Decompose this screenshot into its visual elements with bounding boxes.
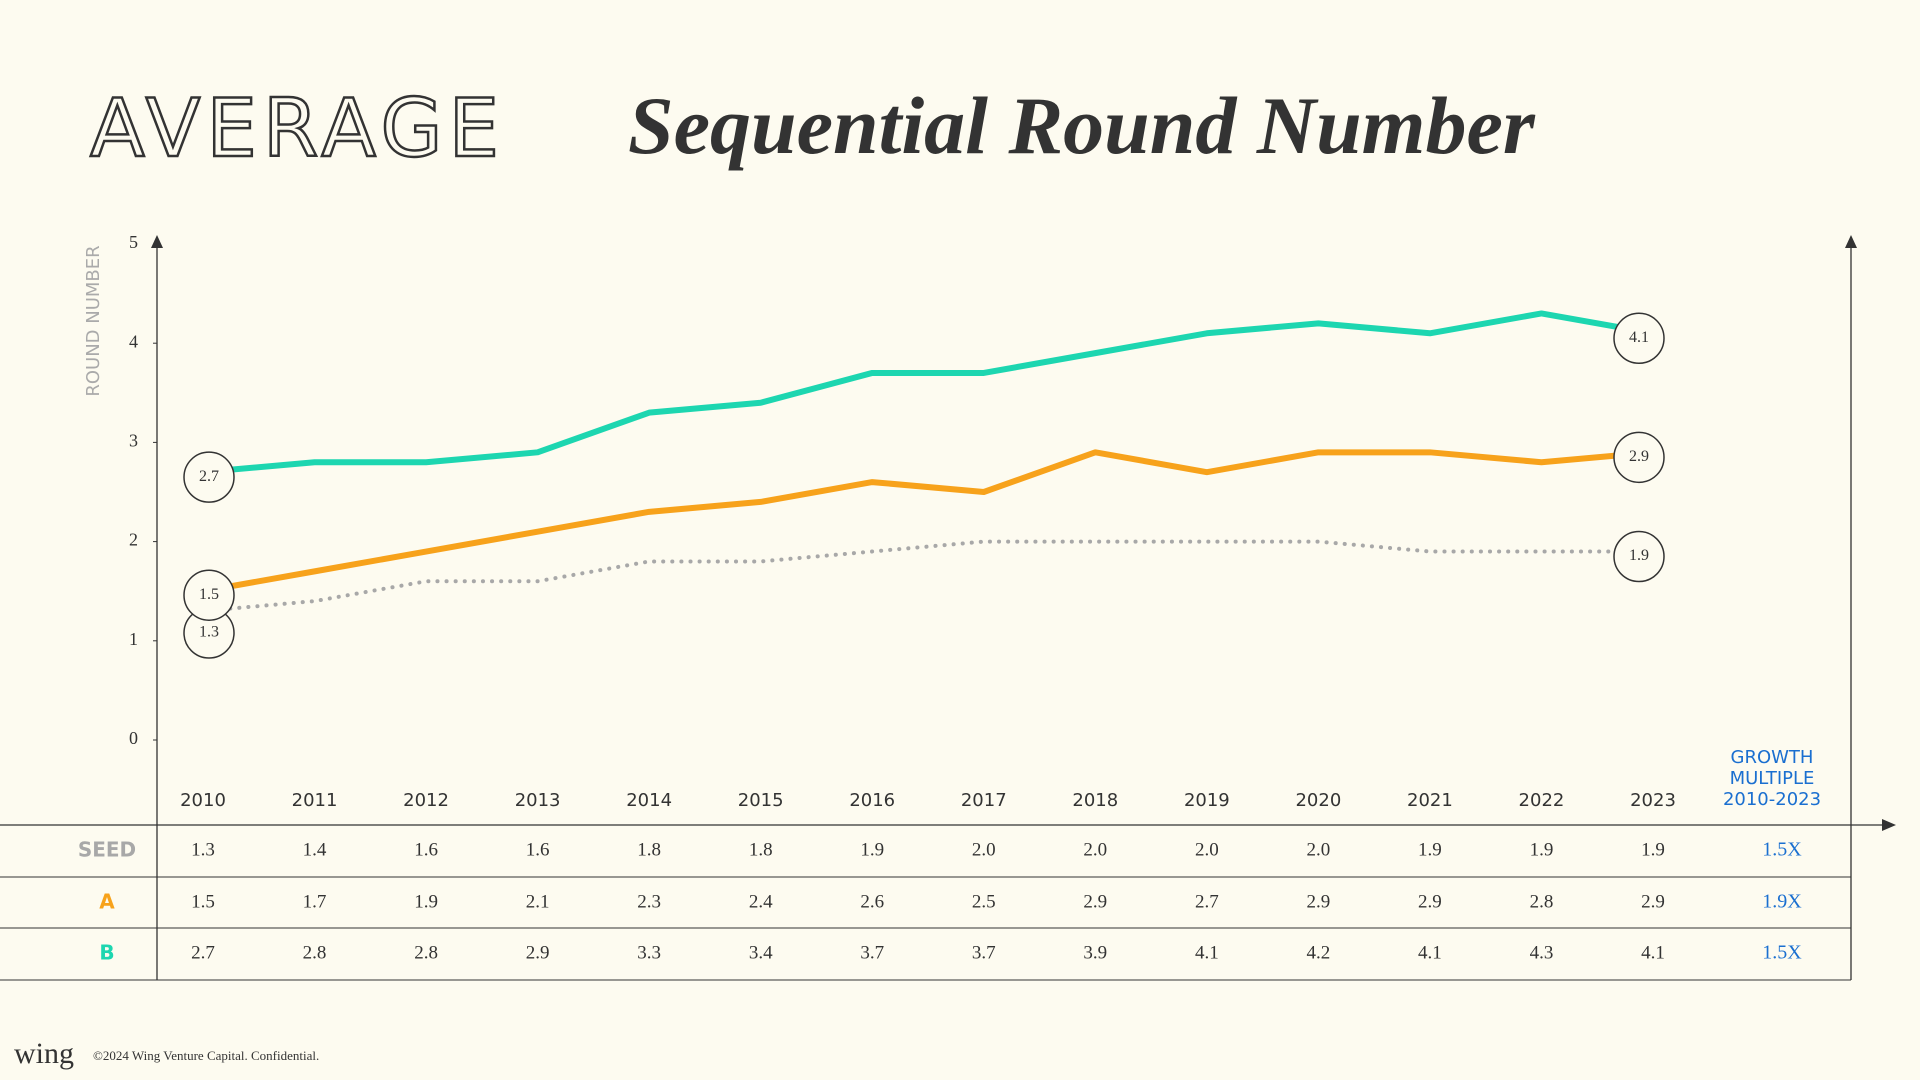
- x-tick-label: 2020: [1295, 790, 1341, 811]
- table-cell: 4.1: [1641, 942, 1665, 963]
- table-cell: 4.1: [1195, 942, 1219, 963]
- table-cell: 2.1: [526, 891, 550, 912]
- end-label-circle: [1613, 530, 1665, 583]
- y-tick-label: 1: [129, 629, 138, 649]
- x-tick-label: 2016: [849, 790, 895, 811]
- y-axis-arrow: [151, 235, 163, 248]
- end-label: 1.9: [1629, 547, 1649, 564]
- y-tick-label: 3: [129, 431, 138, 451]
- table-cell: 2.9: [1083, 891, 1107, 912]
- growth-cell: 1.5X: [1762, 839, 1802, 861]
- table-cell: 1.8: [637, 839, 661, 860]
- table-cell: 1.9: [1418, 839, 1442, 860]
- x-tick-label: 2010: [180, 790, 226, 811]
- table-cell: 1.8: [749, 839, 773, 860]
- x-tick-label: 2023: [1630, 790, 1676, 811]
- y-tick-label: 4: [129, 331, 138, 351]
- end-label: 1.3: [199, 624, 219, 641]
- table-cell: 2.9: [1307, 891, 1331, 912]
- x-tick-label: 2014: [626, 790, 672, 811]
- table-cell: 1.3: [191, 839, 215, 860]
- table-cell: 3.7: [860, 942, 884, 963]
- growth-cell: 1.5X: [1762, 942, 1802, 964]
- table-cell: 2.7: [1195, 891, 1219, 912]
- x-tick-label: 2015: [738, 790, 784, 811]
- table-cell: 3.3: [637, 942, 661, 963]
- table-cell: 2.0: [1195, 839, 1219, 860]
- table-cell: 4.1: [1418, 942, 1442, 963]
- end-label-circle: [183, 569, 235, 621]
- table-cell: 1.9: [1641, 839, 1665, 860]
- table-cell: 1.6: [526, 839, 550, 860]
- table-cell: 2.4: [749, 891, 773, 912]
- title-word: AVERAGE: [90, 82, 505, 175]
- table-cell: 3.4: [749, 942, 773, 963]
- table-cell: 1.9: [860, 839, 884, 860]
- row-label: A: [99, 890, 115, 914]
- table-cell: 2.6: [860, 891, 884, 912]
- end-label-circle: [1613, 312, 1665, 365]
- growth-header: MULTIPLE: [1730, 768, 1815, 789]
- right-axis-arrow: [1845, 235, 1857, 248]
- row-label: SEED: [78, 838, 136, 862]
- table-cell: 1.9: [414, 891, 438, 912]
- series-line: [200, 449, 1656, 595]
- x-tick-label: 2013: [515, 790, 561, 811]
- table-cell: 2.9: [1641, 891, 1665, 912]
- table-cell: 1.6: [414, 839, 438, 860]
- table-cell: 3.9: [1083, 942, 1107, 963]
- table-cell: 2.8: [414, 942, 438, 963]
- end-label: 4.1: [1629, 329, 1649, 346]
- table-cell: 2.0: [1307, 839, 1331, 860]
- y-tick-label: 2: [129, 530, 138, 550]
- y-tick-label: 5: [129, 232, 138, 252]
- table-cell: 4.3: [1530, 942, 1554, 963]
- footer-text: ©2024 Wing Venture Capital. Confidential…: [93, 1048, 319, 1063]
- table-cell: 2.8: [303, 942, 327, 963]
- end-label: 1.5: [199, 586, 219, 603]
- table-cell: 2.8: [1530, 891, 1554, 912]
- logo: wing: [14, 1037, 74, 1070]
- table-cell: 1.4: [303, 839, 327, 860]
- end-label: 2.7: [199, 468, 219, 485]
- series-line: [200, 310, 1656, 476]
- x-tick-label: 2011: [292, 790, 338, 811]
- x-tick-label: 2018: [1072, 790, 1118, 811]
- y-axis-label: ROUND NUMBER: [83, 245, 104, 396]
- table-cell: 2.7: [191, 942, 215, 963]
- table-cell: 2.9: [526, 942, 550, 963]
- table-cell: 1.5: [191, 891, 215, 912]
- table-cell: 1.7: [303, 891, 327, 912]
- growth-header: 2010-2023: [1723, 789, 1821, 810]
- x-tick-label: 2012: [403, 790, 449, 811]
- x-tick-label: 2019: [1184, 790, 1230, 811]
- table-cell: 2.0: [1083, 839, 1107, 860]
- end-label-circle: [183, 451, 235, 503]
- table-cell: 2.9: [1418, 891, 1442, 912]
- table-cell: 2.0: [972, 839, 996, 860]
- table-cell: 4.2: [1307, 942, 1331, 963]
- growth-header: GROWTH: [1731, 747, 1814, 768]
- x-tick-label: 2022: [1519, 790, 1565, 811]
- chart-title: Sequential Round Number: [628, 80, 1536, 171]
- table-cell: 2.3: [637, 891, 661, 912]
- table-cell: 1.9: [1530, 839, 1554, 860]
- x-tick-label: 2021: [1407, 790, 1453, 811]
- row-label: B: [99, 941, 114, 965]
- end-label: 2.9: [1629, 448, 1649, 465]
- y-tick-label: 0: [129, 728, 138, 748]
- table-cell: 2.5: [972, 891, 996, 912]
- end-label-circle: [1613, 431, 1665, 484]
- growth-cell: 1.9X: [1762, 891, 1802, 913]
- x-tick-label: 2017: [961, 790, 1007, 811]
- series-line: [201, 539, 1655, 614]
- x-axis-arrow: [1882, 819, 1896, 831]
- table-cell: 3.7: [972, 942, 996, 963]
